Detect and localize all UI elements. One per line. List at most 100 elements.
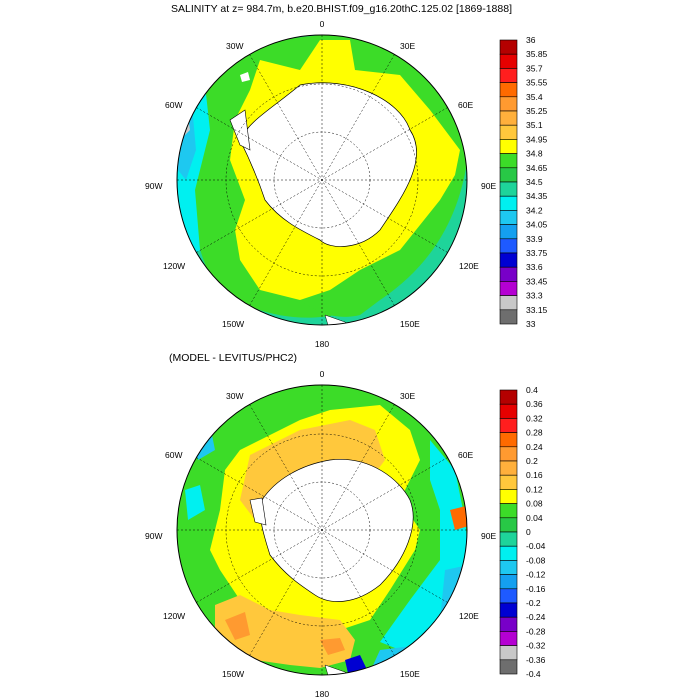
colorbar-swatch <box>499 195 518 211</box>
colorbar-swatch <box>499 645 518 661</box>
lon-label-30e: 30E <box>400 391 415 401</box>
colorbar-label: 35.4 <box>526 92 543 102</box>
colorbar-swatch <box>499 266 518 282</box>
panel2-title: (MODEL - LEVITUS/PHC2) <box>169 352 297 364</box>
colorbar-swatch <box>499 82 518 98</box>
colorbar-label: 0.08 <box>526 499 543 509</box>
colorbar-swatch <box>499 545 518 561</box>
colorbar-swatch <box>499 560 518 575</box>
colorbar-swatch <box>499 309 518 325</box>
colorbar-label: -0.08 <box>526 555 546 565</box>
map-boundary <box>176 384 468 676</box>
colorbar-swatch <box>499 602 518 618</box>
colorbar-swatch <box>499 110 518 126</box>
colorbar-swatch <box>499 124 518 140</box>
colorbar-swatch <box>499 446 518 462</box>
lon-label-30w: 30W <box>226 41 243 51</box>
colorbar-swatch <box>499 68 518 83</box>
colorbar-label: -0.2 <box>526 598 541 608</box>
colorbar-label: 0.28 <box>526 428 543 438</box>
colorbar-swatch <box>499 238 518 254</box>
colorbar-label: 35.7 <box>526 63 543 73</box>
colorbar-label: 0.16 <box>526 470 543 480</box>
lon-label-120e: 120E <box>459 611 479 621</box>
lon-label-180: 180 <box>315 689 329 699</box>
colorbar-swatch <box>499 281 518 296</box>
colorbar-label: 34.05 <box>526 220 548 230</box>
salinity-field <box>177 35 467 325</box>
colorbar-label: 33.15 <box>526 305 548 315</box>
colorbar-swatch <box>499 531 518 547</box>
colorbar-label: 34.8 <box>526 149 543 159</box>
lon-label-120e: 120E <box>459 261 479 271</box>
colorbar-swatch <box>499 252 518 268</box>
colorbar-label: -0.36 <box>526 655 546 665</box>
colorbar-label: 34.2 <box>526 205 543 215</box>
lon-label-60w: 60W <box>165 100 182 110</box>
graticule <box>177 385 467 675</box>
lon-label-60e: 60E <box>458 450 473 460</box>
salinity-colorbar: 36 35.85 35.7 35.55 35.4 35.25 35.1 34.95 34.8 34… <box>499 35 548 329</box>
colorbar-swatch <box>499 403 518 419</box>
colorbar-swatch <box>499 616 518 632</box>
colorbar-label: 34.65 <box>526 163 548 173</box>
colorbar-swatch <box>499 489 518 504</box>
colorbar-label: 34.35 <box>526 191 548 201</box>
colorbar-swatch <box>499 96 518 112</box>
colorbar-swatch <box>499 39 518 55</box>
colorbar-label: 33.45 <box>526 276 548 286</box>
colorbar-label: 35.55 <box>526 78 548 88</box>
lon-label-90e: 90E <box>481 531 496 541</box>
colorbar-swatch <box>499 167 518 183</box>
lon-label-120w: 120W <box>163 261 185 271</box>
colorbar-label: 0.24 <box>526 442 543 452</box>
colorbar-swatch <box>499 153 518 169</box>
colorbar-swatch <box>499 53 518 69</box>
lon-label-150w: 150W <box>222 669 244 679</box>
colorbar-label: -0.12 <box>526 570 546 580</box>
colorbar-label: 0 <box>526 527 531 537</box>
colorbar-swatch <box>499 588 518 604</box>
colorbar-label: 35.25 <box>526 106 548 116</box>
lon-label-0: 0 <box>320 369 325 379</box>
colorbar-label: 0.4 <box>526 385 538 395</box>
colorbar-label: 33.3 <box>526 291 543 301</box>
colorbar-swatch <box>499 631 518 646</box>
colorbar-label: 35.85 <box>526 49 548 59</box>
colorbar-swatch <box>499 503 518 519</box>
colorbar-label: 36 <box>526 35 536 45</box>
graticule <box>177 35 467 325</box>
colorbar-label: -0.4 <box>526 669 541 679</box>
colorbar-label: 33 <box>526 319 536 329</box>
difference-map: 0 30E 60E 90E 120E 150E 180 150W 120W 90… <box>145 369 546 699</box>
colorbar-swatch <box>499 517 518 533</box>
colorbar-swatch <box>499 181 518 197</box>
colorbar-label: 0.2 <box>526 456 538 466</box>
colorbar-swatch <box>499 295 518 311</box>
colorbar-label: 0.32 <box>526 413 543 423</box>
lon-label-0: 0 <box>320 19 325 29</box>
colorbar-label: 33.75 <box>526 248 548 258</box>
colorbar-label: 0.04 <box>526 513 543 523</box>
colorbar-swatch <box>499 474 518 490</box>
panel1-title: SALINITY at z= 984.7m, b.e20.BHIST.f09_g… <box>171 3 512 15</box>
colorbar-swatch <box>499 574 518 590</box>
lon-label-30e: 30E <box>400 41 415 51</box>
lon-label-60w: 60W <box>165 450 182 460</box>
lon-label-60e: 60E <box>458 100 473 110</box>
colorbar-label: 35.1 <box>526 120 543 130</box>
lon-label-90w: 90W <box>145 531 162 541</box>
colorbar-label: -0.32 <box>526 641 546 651</box>
colorbar-label: 33.9 <box>526 234 543 244</box>
colorbar-label: 0.36 <box>526 399 543 409</box>
lon-label-150e: 150E <box>400 669 420 679</box>
colorbar-swatch <box>499 224 518 240</box>
difference-field <box>177 385 467 675</box>
lon-label-30w: 30W <box>226 391 243 401</box>
lon-label-120w: 120W <box>163 611 185 621</box>
colorbar-swatch <box>499 210 518 225</box>
colorbar-label: 34.95 <box>526 134 548 144</box>
colorbar-swatch <box>499 460 518 476</box>
map-boundary <box>176 34 468 326</box>
colorbar-label: -0.24 <box>526 612 546 622</box>
